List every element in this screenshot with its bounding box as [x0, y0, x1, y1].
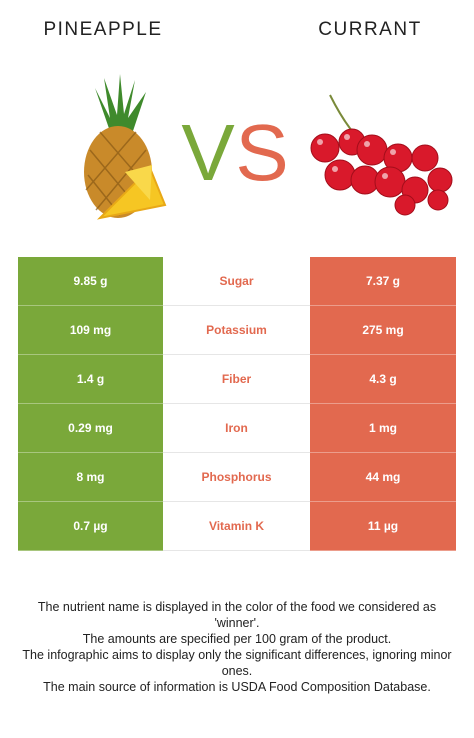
nutrient-name: Potassium — [163, 306, 310, 355]
left-value: 0.7 µg — [18, 502, 163, 551]
right-value: 1 mg — [310, 404, 456, 453]
currant-image — [310, 94, 453, 216]
footer-line: The main source of information is USDA F… — [43, 680, 431, 694]
illustration: V S — [84, 74, 453, 220]
right-value: 7.37 g — [310, 257, 456, 306]
left-title: PINEAPPLE — [43, 19, 163, 40]
nutrient-name: Vitamin K — [163, 502, 310, 551]
right-value: 4.3 g — [310, 355, 456, 404]
table-row: 0.29 mg Iron 1 mg — [18, 404, 456, 453]
left-value: 1.4 g — [18, 355, 163, 404]
nutrient-name: Fiber — [163, 355, 310, 404]
vs-s: S — [235, 108, 288, 197]
nutrient-name: Phosphorus — [163, 453, 310, 502]
pineapple-image — [84, 74, 167, 220]
table-row: 9.85 g Sugar 7.37 g — [18, 257, 456, 306]
right-title: CURRANT — [318, 19, 422, 40]
table-row: 8 mg Phosphorus 44 mg — [18, 453, 456, 502]
footer-line: The nutrient name is displayed in the co… — [37, 600, 437, 630]
footer: The nutrient name is displayed in the co… — [14, 599, 460, 695]
vs-v: V — [181, 108, 235, 197]
table-row: 109 mg Potassium 275 mg — [18, 306, 456, 355]
nutrient-name: Iron — [163, 404, 310, 453]
table-row: 1.4 g Fiber 4.3 g — [18, 355, 456, 404]
footer-line: The amounts are specified per 100 gram o… — [82, 632, 392, 646]
left-value: 8 mg — [18, 453, 163, 502]
footer-line: The infographic aims to display only the… — [22, 648, 452, 678]
right-value: 11 µg — [310, 502, 456, 551]
nutrient-name: Sugar — [163, 257, 310, 306]
left-value: 109 mg — [18, 306, 163, 355]
comparison-table: 9.85 g Sugar 7.37 g 109 mg Potassium 275 mg 1.… — [18, 257, 456, 551]
left-value: 9.85 g — [18, 257, 163, 306]
left-value: 0.29 mg — [18, 404, 163, 453]
right-value: 44 mg — [310, 453, 456, 502]
right-value: 275 mg — [310, 306, 456, 355]
table-row: 0.7 µg Vitamin K 11 µg — [18, 502, 456, 551]
